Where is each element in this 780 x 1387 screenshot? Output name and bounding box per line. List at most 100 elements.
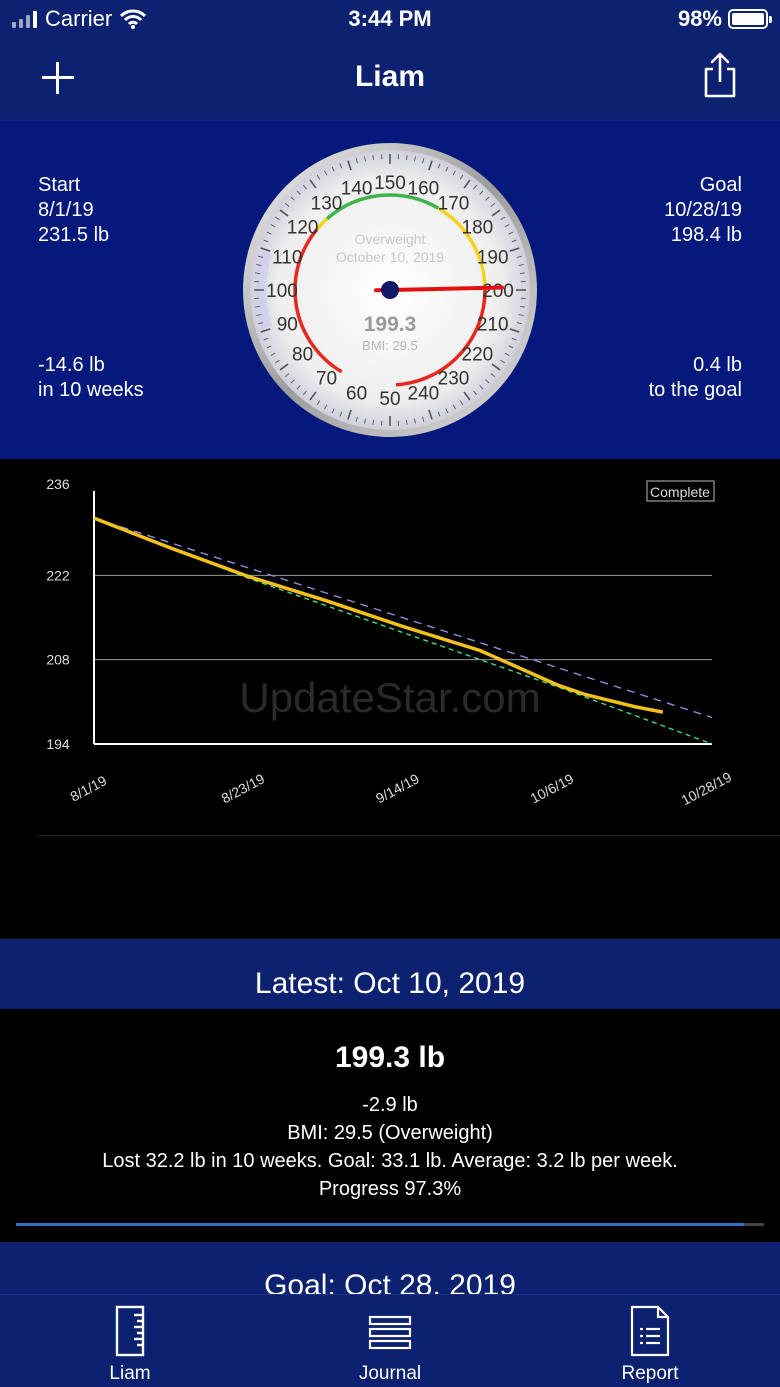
gauge-arc-overweight [437,206,487,291]
gauge-tick [266,231,272,235]
gauge-tick [473,390,478,396]
gauge-arc-normal [326,193,440,221]
goal-weight: 198.4 lb [670,224,742,246]
gauge-tick [263,337,269,341]
gauge-tick [309,391,317,401]
gauge-dial-label: 230 [438,368,470,389]
gauge-tick [355,158,358,164]
gauge-dial-label: 90 [277,314,298,335]
gauge-dial-label: 130 [311,194,343,215]
gauge-tick [309,179,317,189]
gauge-arc-over-left [315,217,329,231]
gauge-tick [516,322,522,325]
battery-percent: 98% [677,6,722,31]
gauge-tick [508,345,514,349]
gauge-tick [347,409,352,420]
gauge-dial-label: 80 [292,344,313,365]
gauge-tick [428,409,433,420]
gauge-tick [331,166,335,172]
tab-liam[interactable]: Liam [30,1295,230,1387]
legend-box [646,480,715,502]
goal-label: Goal [699,174,742,196]
gauge-tick [508,231,514,235]
gauge-tick [324,170,328,176]
gauge-tick [437,163,441,169]
gauge-dial-label: 190 [477,248,509,269]
remaining-label: to the goal [648,379,742,401]
gauge-tick [405,155,408,161]
latest-entry[interactable]: 199.3 lb -2.9 lb BMI: 29.5 (Overweight) … [0,1009,780,1242]
battery-icon [728,9,772,29]
gauge-tick [491,209,501,217]
share-icon[interactable] [700,52,740,98]
gauge-tick [500,359,506,364]
chart-divider [38,835,780,836]
battery-status: 98% [677,6,772,32]
carrier-label: Carrier [45,6,113,31]
gauge-tick [347,160,352,171]
gauge-tick [260,247,271,252]
latest-weight: 199.3 lb [334,1041,446,1074]
chart-watermark: UpdateStar.com [239,674,540,721]
start-weight: 231.5 lb [38,224,110,246]
gauge-dial-label: 180 [462,218,494,239]
gauge-tick [422,158,425,164]
goal-title: Goal: Oct 28, 2019 [264,1269,516,1294]
gauge-tick [405,419,408,425]
x-tick-label: 8/23/19 [218,770,267,806]
status-bar: Carrier 3:44 PM 98% [0,0,780,40]
goal-date: 10/28/19 [664,199,742,221]
gauge-tick [509,328,520,333]
start-label: Start [38,174,81,196]
latest-summary: Lost 32.2 lb in 10 weeks. Goal: 33.1 lb.… [102,1150,678,1172]
gauge-tick [452,404,456,410]
gauge-tick [296,190,301,195]
gauge-tick [414,156,416,162]
gauge-tick [519,272,525,275]
legend-label: Complete [650,484,710,500]
gauge-dial-label: 220 [462,344,494,365]
add-entry-button[interactable] [38,58,78,98]
tab-journal[interactable]: Journal [290,1295,490,1387]
gauge-tick [485,196,490,201]
gauge-arc-obese-left [293,228,343,374]
clock: 3:44 PM [348,6,432,31]
tab-report[interactable]: Report [550,1295,750,1387]
latest-change: -2.9 lb [362,1094,418,1116]
gauge-tick [518,314,524,316]
ruler-icon [115,1305,145,1357]
gauge-dial-label: 140 [341,178,373,199]
gauge-tick [302,390,307,396]
weight-chart-panel: UpdateStar.com 236 222 208 194 8/1/19 8/23/19… [0,459,780,939]
goal-header: Goal: Oct 28, 2019 [0,1242,780,1294]
weight-summary-panel: Start 8/1/19 231.5 lb Goal 10/28/19 198.… [0,121,780,459]
gauge-tick [316,400,321,406]
latest-header: Latest: Oct 10, 2019 [0,939,780,1009]
gauge-dial-label: 60 [346,384,367,405]
gauge-dial-label: 150 [374,173,406,194]
gauge-tick [331,408,335,414]
gauge-tick [284,202,290,207]
gauge-dial-label: 50 [379,389,400,410]
gauge-tick [490,202,496,207]
gauge-tick [266,345,272,349]
gauge-tick [316,174,321,180]
progress-fill [16,1223,744,1226]
gauge-hub [381,281,399,299]
gauge-tick [274,216,280,221]
gauge-dial-label: 110 [272,248,302,269]
weight-trend-chart: UpdateStar.com 236 222 208 194 8/1/19 8/23/19… [46,476,734,808]
tab-liam-label: Liam [109,1363,151,1384]
list-icon [368,1315,412,1350]
gauge-tick [518,264,524,266]
signal-icon [12,10,37,28]
gauge-dial-label: 170 [438,194,470,215]
gauge-tick [263,239,269,243]
gauge-dial-label: 120 [287,218,319,239]
gauge-tick [364,418,366,424]
gauge-tick [509,247,520,252]
latest-bmi: BMI: 29.5 (Overweight) [287,1122,493,1144]
start-info: Start 8/1/19 231.5 lb [38,173,109,248]
gauge-tick [437,411,441,417]
